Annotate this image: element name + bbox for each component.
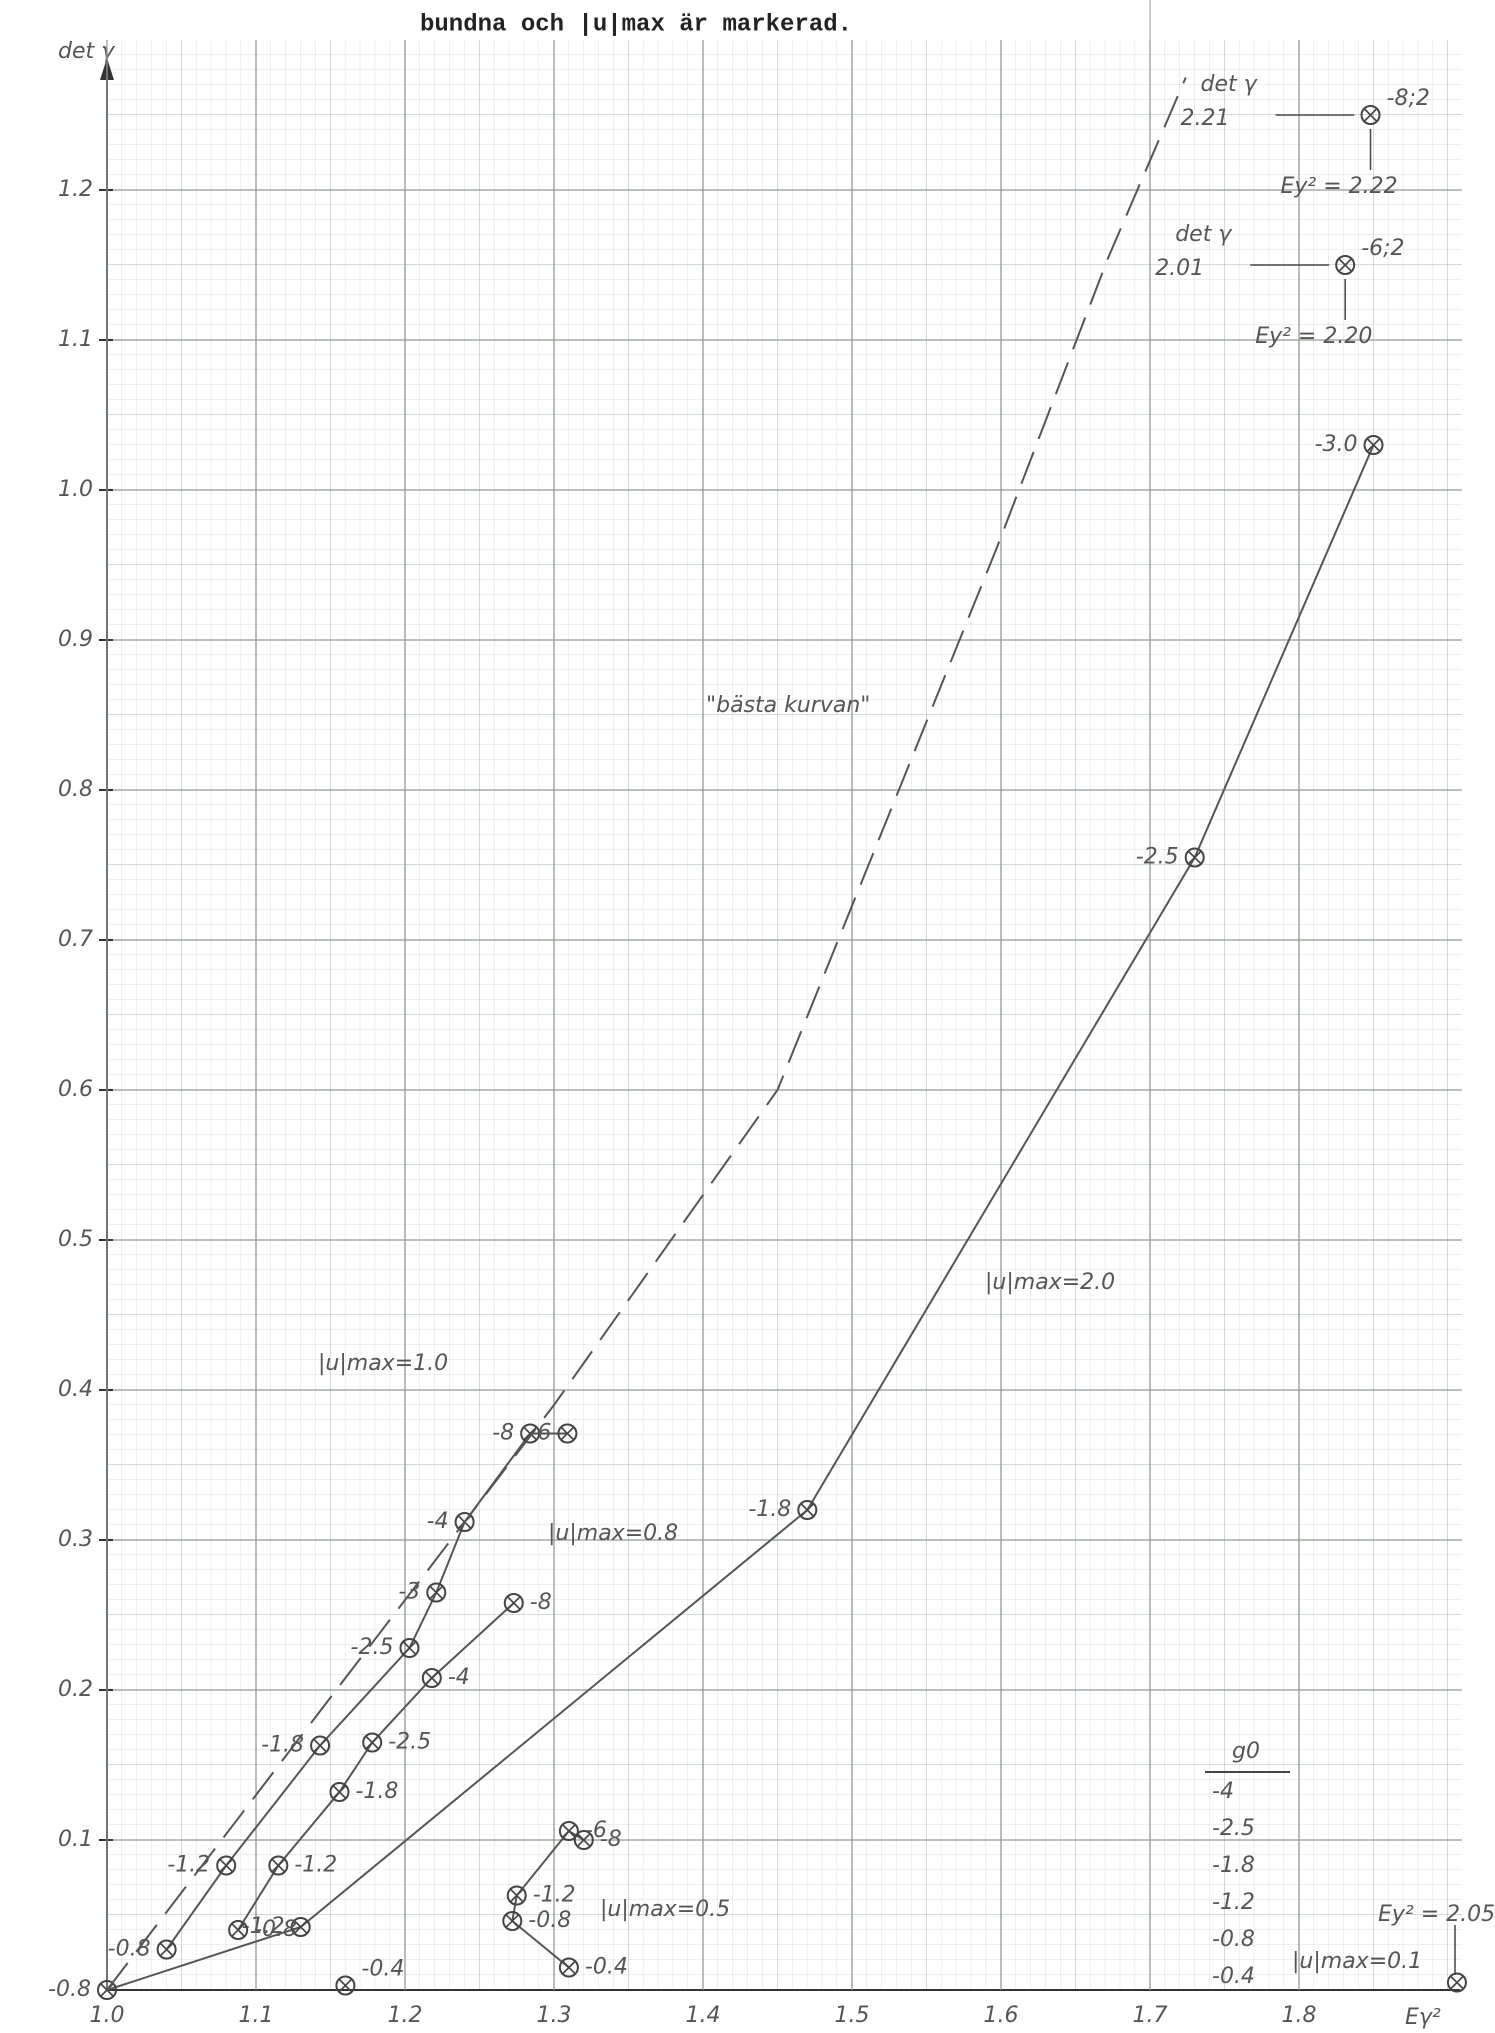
point-label: -1.8 — [748, 1497, 791, 1522]
ey-label: Ey² = 2.22 — [1281, 174, 1398, 199]
y-tick-label: 1.1 — [58, 327, 93, 352]
series-label: |u|max=0.1 — [1292, 1949, 1422, 1974]
det-label: det γ — [1175, 222, 1232, 247]
point-label: -8 — [600, 1827, 622, 1852]
point-label: -0.8 — [528, 1908, 571, 1933]
point-label: -2.5 — [388, 1730, 431, 1755]
x-axis-label: Eγ² — [1405, 2005, 1441, 2030]
point-label: -0.8 — [48, 1977, 91, 2002]
point-label: -8 — [492, 1421, 514, 1446]
series-label: "bästa kurvan" — [706, 693, 870, 718]
table-row: -1.8 — [1212, 1853, 1255, 1878]
y-tick-label: 0.6 — [58, 1077, 93, 1102]
x-tick-label: 1.1 — [239, 2003, 274, 2028]
series-label: |u|max=1.0 — [318, 1351, 448, 1376]
y-tick-label: 0.9 — [58, 627, 93, 652]
det-value: 2.21 — [1181, 106, 1230, 131]
point-label: -6;2 — [1361, 236, 1404, 261]
point-label: -0.8 — [254, 1917, 297, 1942]
table-row: -2.5 — [1212, 1816, 1255, 1841]
x-tick-label: 1.5 — [835, 2003, 870, 2028]
point-label: -2.5 — [351, 1635, 394, 1660]
point-label: -8;2 — [1387, 86, 1430, 111]
y-tick-label: 0.3 — [58, 1527, 93, 1552]
x-tick-label: 1.7 — [1133, 2003, 1168, 2028]
point-label: -0.4 — [585, 1955, 628, 1980]
chart: bundna och |u|max är markerad. det γ Eγ²… — [0, 0, 1495, 2033]
point-label: -4 — [427, 1509, 449, 1534]
y-tick-label: 0.2 — [58, 1677, 93, 1702]
ey-note: Ey² = 2.05 — [1378, 1902, 1495, 1927]
y-tick-label: 0.8 — [58, 777, 93, 802]
point-label: -0.4 — [361, 1957, 404, 1982]
table-row: -4 — [1212, 1779, 1234, 1804]
point-label: -3.0 — [1315, 432, 1358, 457]
point-label: -1.2 — [294, 1853, 337, 1878]
x-tick-label: 1.3 — [537, 2003, 572, 2028]
point-label: -1.2 — [533, 1883, 576, 1908]
point-label: -1.8 — [261, 1733, 304, 1758]
series-label: |u|max=0.8 — [548, 1521, 678, 1546]
ey-label: Ey² = 2.20 — [1255, 324, 1372, 349]
series-label: |u|max=0.5 — [600, 1897, 730, 1922]
y-tick-label: 0.5 — [58, 1227, 93, 1252]
series-label: |u|max=2.0 — [985, 1270, 1115, 1295]
y-tick-label: 0.1 — [58, 1827, 93, 1852]
x-tick-label: 1.8 — [1282, 2003, 1317, 2028]
y-tick-label: 0.4 — [58, 1377, 93, 1402]
y-tick-label: 0.7 — [58, 927, 93, 952]
point-label: -2.5 — [1136, 845, 1179, 870]
table-row: -1.2 — [1212, 1890, 1255, 1915]
point-label: -8 — [530, 1590, 552, 1615]
chart-title: bundna och |u|max är markerad. — [420, 11, 852, 38]
det-label: det γ — [1201, 72, 1258, 97]
point-label: -1.8 — [355, 1779, 398, 1804]
table-header: g0 — [1232, 1739, 1260, 1764]
point-label: -4 — [448, 1665, 470, 1690]
x-tick-label: 1.6 — [984, 2003, 1019, 2028]
table-row: -0.4 — [1212, 1964, 1255, 1989]
y-tick-label: 1.2 — [58, 177, 93, 202]
table-row: -0.8 — [1212, 1927, 1255, 1952]
det-value: 2.01 — [1155, 256, 1204, 281]
y-tick-label: 1.0 — [58, 477, 93, 502]
x-tick-label: 1.0 — [90, 2003, 125, 2028]
x-tick-label: 1.4 — [686, 2003, 721, 2028]
x-tick-label: 1.2 — [388, 2003, 423, 2028]
